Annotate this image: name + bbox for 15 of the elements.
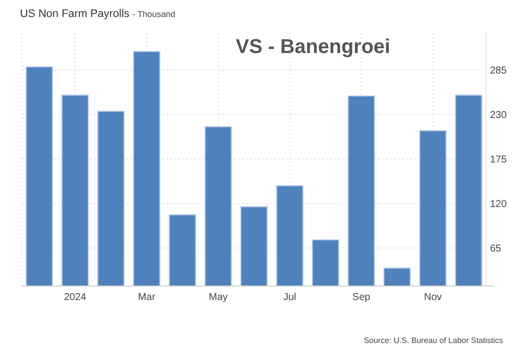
- y-tick-label: 175: [490, 154, 508, 166]
- y-tick-label: 230: [490, 110, 508, 122]
- x-tick-label: Mar: [138, 292, 156, 303]
- chart-subtitle: - Thousand: [132, 9, 176, 19]
- x-tick-label: Sep: [352, 292, 371, 303]
- x-tick-label: Jul: [283, 292, 296, 303]
- chart-title: US Non Farm Payrolls: [20, 8, 130, 20]
- y-tick-label: 65: [490, 244, 502, 255]
- source-note: Source: U.S. Bureau of Labor Statistics: [364, 336, 503, 345]
- x-tick-label: 2024: [64, 292, 87, 303]
- x-tick-label: Nov: [424, 292, 442, 303]
- x-tick-label: May: [208, 292, 228, 303]
- y-tick-label: 285: [490, 66, 508, 77]
- annotation: VS - Banengroei: [236, 36, 390, 58]
- y-tick-label: 120: [490, 199, 508, 210]
